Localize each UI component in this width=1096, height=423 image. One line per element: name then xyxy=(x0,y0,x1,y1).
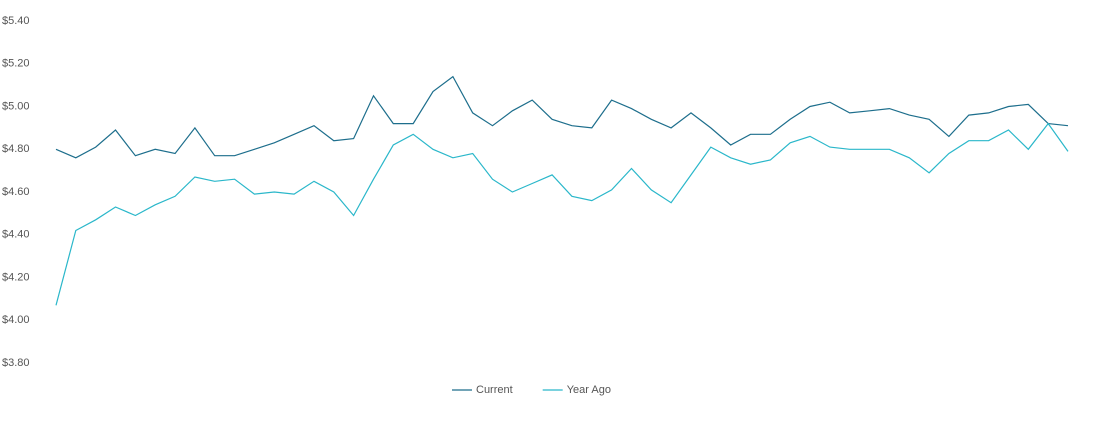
legend-label: Year Ago xyxy=(567,384,611,396)
series-line xyxy=(55,75,1069,159)
y-tick-label: $4.40 xyxy=(2,229,30,241)
series-line xyxy=(55,122,1069,306)
y-tick-label: $4.00 xyxy=(2,314,30,326)
y-tick-label: $4.60 xyxy=(2,186,30,198)
y-tick-label: $5.00 xyxy=(2,100,30,112)
legend-label: Current xyxy=(476,384,513,396)
y-tick-label: $3.80 xyxy=(2,357,30,369)
y-tick-label: $5.40 xyxy=(2,15,30,27)
y-tick-label: $5.20 xyxy=(2,58,30,70)
y-tick-label: $4.20 xyxy=(2,271,30,283)
y-tick-label: $4.80 xyxy=(2,143,30,155)
